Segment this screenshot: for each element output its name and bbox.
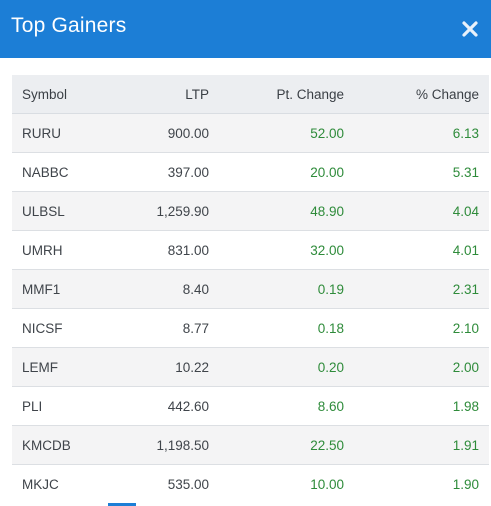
modal-header: Top Gainers: [0, 0, 491, 58]
cell-pct-change: 2.00: [354, 347, 489, 387]
column-header-ltp[interactable]: LTP: [122, 75, 219, 114]
table-body: RURU 900.00 52.00 6.13 NABBC 397.00 20.00 5.31 U…: [12, 113, 489, 503]
cell-ltp: 831.00: [122, 230, 219, 270]
cell-ltp: 1,259.90: [122, 191, 219, 231]
cell-pct-change: 5.31: [354, 152, 489, 192]
cell-symbol: PLI: [12, 386, 122, 426]
table-row[interactable]: LEMF 10.22 0.20 2.00: [12, 347, 489, 387]
table-row[interactable]: ULBSL 1,259.90 48.90 4.04: [12, 191, 489, 231]
cell-symbol: ULBSL: [12, 191, 122, 231]
cell-ltp: 10.22: [122, 347, 219, 387]
table-row[interactable]: UMRH 831.00 32.00 4.01: [12, 230, 489, 270]
cell-pt-change: 48.90: [219, 191, 354, 231]
column-header-pt-change[interactable]: Pt. Change: [219, 75, 354, 114]
scroll-indicator: [108, 503, 136, 506]
cell-pt-change: 22.50: [219, 425, 354, 465]
cell-pct-change: 2.10: [354, 308, 489, 348]
cell-symbol: MKJC: [12, 464, 122, 503]
table-row[interactable]: MKJC 535.00 10.00 1.90: [12, 464, 489, 503]
cell-symbol: LEMF: [12, 347, 122, 387]
table-row[interactable]: RURU 900.00 52.00 6.13: [12, 113, 489, 153]
cell-pct-change: 1.91: [354, 425, 489, 465]
cell-symbol: NICSF: [12, 308, 122, 348]
table-row[interactable]: NICSF 8.77 0.18 2.10: [12, 308, 489, 348]
cell-pct-change: 1.98: [354, 386, 489, 426]
cell-pt-change: 20.00: [219, 152, 354, 192]
table-row[interactable]: MMF1 8.40 0.19 2.31: [12, 269, 489, 309]
cell-ltp: 397.00: [122, 152, 219, 192]
table-row[interactable]: PLI 442.60 8.60 1.98: [12, 386, 489, 426]
column-header-pct-change[interactable]: % Change: [354, 75, 489, 114]
cell-ltp: 535.00: [122, 464, 219, 503]
gainers-table: Symbol LTP Pt. Change % Change RURU 900.0…: [12, 75, 489, 503]
table-row[interactable]: NABBC 397.00 20.00 5.31: [12, 152, 489, 192]
cell-ltp: 900.00: [122, 113, 219, 153]
cell-pct-change: 6.13: [354, 113, 489, 153]
cell-ltp: 8.77: [122, 308, 219, 348]
cell-symbol: UMRH: [12, 230, 122, 270]
cell-pt-change: 32.00: [219, 230, 354, 270]
cell-ltp: 1,198.50: [122, 425, 219, 465]
cell-pct-change: 4.01: [354, 230, 489, 270]
cell-pt-change: 8.60: [219, 386, 354, 426]
gainers-table-container[interactable]: Symbol LTP Pt. Change % Change RURU 900.0…: [12, 75, 489, 503]
cell-pt-change: 52.00: [219, 113, 354, 153]
close-icon[interactable]: [460, 19, 480, 39]
column-header-symbol[interactable]: Symbol: [12, 75, 122, 114]
table-row[interactable]: KMCDB 1,198.50 22.50 1.91: [12, 425, 489, 465]
cell-pct-change: 4.04: [354, 191, 489, 231]
cell-symbol: RURU: [12, 113, 122, 153]
cell-symbol: NABBC: [12, 152, 122, 192]
cell-pt-change: 0.18: [219, 308, 354, 348]
cell-ltp: 8.40: [122, 269, 219, 309]
cell-pt-change: 10.00: [219, 464, 354, 503]
cell-symbol: KMCDB: [12, 425, 122, 465]
modal-title: Top Gainers: [11, 14, 127, 37]
cell-symbol: MMF1: [12, 269, 122, 309]
cell-pt-change: 0.20: [219, 347, 354, 387]
cell-pt-change: 0.19: [219, 269, 354, 309]
cell-pct-change: 1.90: [354, 464, 489, 503]
cell-ltp: 442.60: [122, 386, 219, 426]
cell-pct-change: 2.31: [354, 269, 489, 309]
table-header: Symbol LTP Pt. Change % Change: [12, 75, 489, 114]
